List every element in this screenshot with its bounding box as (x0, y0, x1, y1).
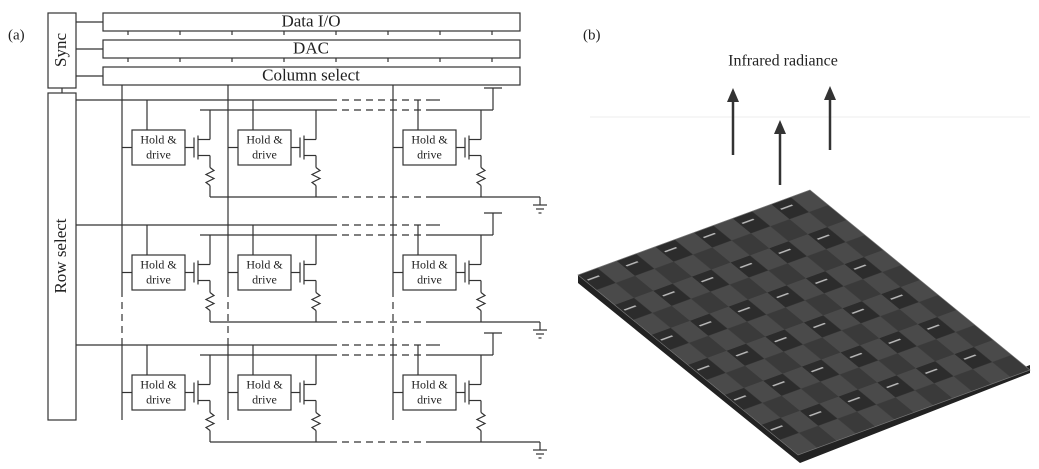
array-surface (578, 190, 1030, 455)
resistor (206, 168, 214, 186)
cell-label: Hold & (411, 257, 448, 271)
bus-label: DAC (293, 38, 329, 57)
resistor (206, 413, 214, 431)
cell-label: drive (252, 392, 277, 406)
cell-label: Hold & (411, 377, 448, 391)
circuit: (a) Sync Row select Data I/O DAC Column se… (8, 11, 547, 458)
caption: Infrared radiance (728, 53, 838, 70)
cell-label: Hold & (140, 377, 177, 391)
cell-label: drive (417, 147, 442, 161)
resistor (477, 293, 485, 311)
cell-label: Hold & (140, 132, 177, 146)
arrow-head (727, 88, 739, 102)
resistor (477, 168, 485, 186)
row-select-label: Row select (51, 218, 70, 293)
cell-label: drive (252, 147, 277, 161)
cell-label: drive (146, 392, 171, 406)
arrow-head (774, 120, 786, 134)
arrow-head (824, 86, 836, 100)
bus-label: Column select (262, 65, 360, 84)
resistor (312, 293, 320, 311)
cell-label: Hold & (140, 257, 177, 271)
cell-label: drive (417, 392, 442, 406)
resistor (477, 413, 485, 431)
bus-label: Data I/O (281, 11, 340, 30)
resistor (312, 413, 320, 431)
cell-label: drive (146, 147, 171, 161)
cell-label: Hold & (246, 377, 283, 391)
resistor (312, 168, 320, 186)
cell-label: drive (252, 272, 277, 286)
cell-label: drive (146, 272, 171, 286)
panel-label: (b) (583, 27, 601, 43)
cell-label: Hold & (411, 132, 448, 146)
cell-label: drive (417, 272, 442, 286)
resistor (206, 293, 214, 311)
pixel-array: (b) Infrared radiance (578, 27, 1030, 463)
panel-label: (a) (8, 27, 25, 43)
sync-label: Sync (51, 33, 70, 67)
cell-label: Hold & (246, 132, 283, 146)
cell-label: Hold & (246, 257, 283, 271)
figure: (a) Sync Row select Data I/O DAC Column se… (0, 0, 1039, 469)
